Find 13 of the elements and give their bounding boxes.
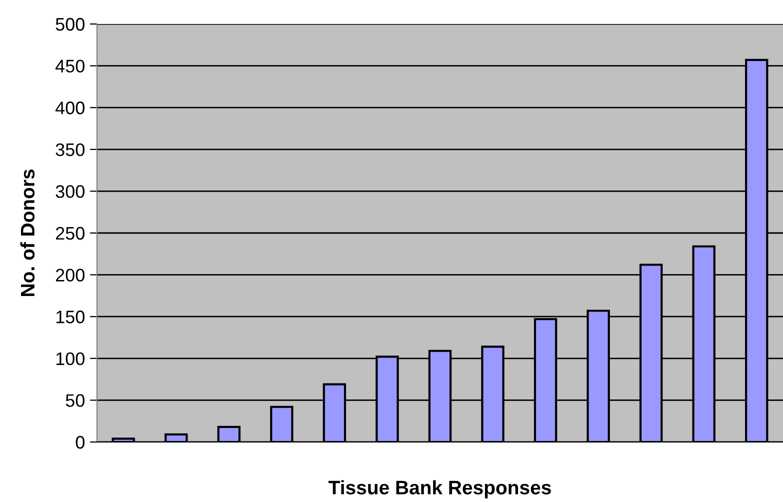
y-tick-label: 50 bbox=[66, 394, 84, 407]
y-tick-label: 200 bbox=[56, 268, 84, 282]
y-tick-label: 0 bbox=[76, 436, 84, 449]
y-tick-label: 300 bbox=[56, 185, 84, 198]
y-tick-label: 100 bbox=[56, 352, 84, 366]
y-tick-label: 450 bbox=[55, 60, 84, 73]
y-tick-label: 400 bbox=[55, 102, 84, 114]
y-tick-label: 350 bbox=[56, 143, 84, 156]
y-tick-label: 500 bbox=[56, 18, 84, 31]
y-axis-title: No. of Donors bbox=[20, 170, 35, 296]
x-axis-title: Tissue Bank Responses bbox=[328, 480, 551, 498]
y-tick-label: 150 bbox=[56, 310, 84, 324]
y-tick-label: 250 bbox=[56, 226, 84, 240]
